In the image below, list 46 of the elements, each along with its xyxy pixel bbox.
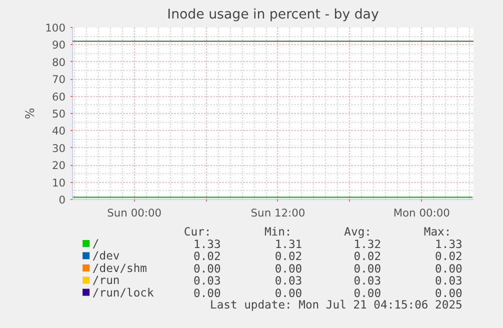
text: Min:	[264, 224, 292, 238]
x-tick-label: Sun 12:00	[250, 206, 306, 220]
text: 0.00	[354, 261, 382, 276]
text: 0.02	[194, 249, 221, 264]
text: Last update: Mon Jul 21 04:15:06 2025	[210, 298, 462, 312]
legend-label: /run	[92, 273, 120, 288]
legend-label: /	[92, 236, 100, 250]
y-tick-label: 80	[52, 56, 66, 69]
text: 1.33	[435, 237, 462, 251]
text: 0.03	[194, 274, 221, 288]
y-tick-label: 100	[45, 22, 66, 34]
text: 1.32	[354, 237, 382, 251]
text: 0.00	[435, 286, 463, 300]
text: 0.00	[274, 286, 302, 300]
y-tick-label: 70	[52, 73, 66, 86]
text: 0.02	[274, 249, 302, 264]
y-tick-label: 60	[52, 90, 66, 104]
legend-label: /dev/shm	[92, 260, 148, 275]
text: 0.00	[194, 261, 221, 276]
y-tick-label: 10	[52, 176, 66, 190]
text: 0.02	[435, 249, 462, 264]
text: Max:	[424, 224, 452, 238]
text: 0.02	[354, 249, 382, 264]
text: Cur:	[184, 224, 212, 238]
chart-title: Inode usage in percent - by day	[167, 8, 379, 22]
y-axis-title: %	[23, 108, 38, 120]
text: 0.00	[274, 261, 302, 276]
y-tick-label: 90	[52, 38, 66, 52]
text: 0.03	[274, 274, 302, 288]
y-tick-label: 40	[52, 124, 66, 138]
text: 0.00	[435, 261, 463, 276]
text: 0.00	[194, 286, 221, 300]
text: Avg:	[344, 224, 372, 238]
text: 0.00	[354, 286, 382, 300]
legend-label: /dev	[92, 248, 120, 263]
text: 1.31	[274, 237, 302, 251]
y-tick-label: 30	[52, 142, 66, 155]
y-tick-label: 20	[52, 159, 66, 172]
x-tick-label: Mon 00:00	[393, 206, 450, 220]
x-tick-label: Sun 00:00	[107, 206, 162, 220]
text: 1.33	[194, 237, 221, 251]
y-tick-label: 50	[52, 108, 66, 120]
text: 0.03	[435, 274, 462, 288]
text: 0.03	[354, 274, 382, 288]
y-tick-label: 0	[58, 194, 66, 206]
legend-label: /run/lock	[92, 285, 154, 300]
